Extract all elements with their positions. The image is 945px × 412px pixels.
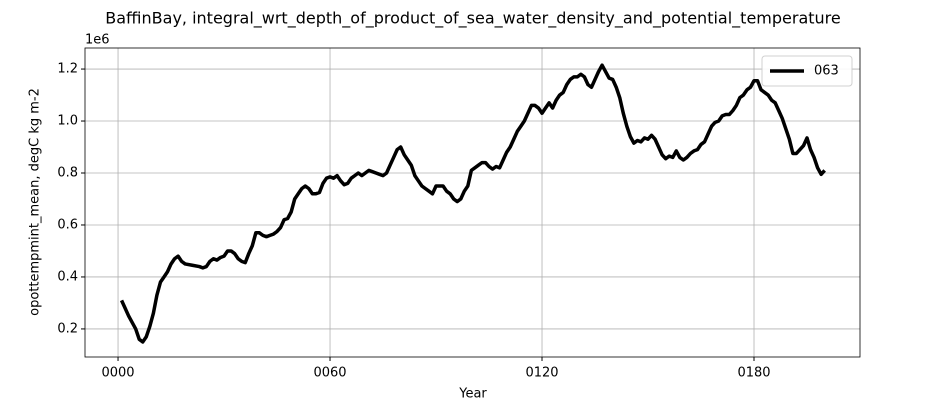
- y-tick-label: 1.2: [57, 62, 78, 77]
- y-tick-label: 0.2: [57, 321, 78, 336]
- y-tick-label: 1.0: [57, 114, 78, 129]
- x-tick-label: 0060: [313, 366, 346, 381]
- offset-label: 1e6: [85, 33, 110, 48]
- line-series: [119, 63, 826, 344]
- chart-title: BaffinBay, integral_wrt_depth_of_product…: [105, 9, 840, 29]
- y-tick-label: 0.8: [57, 166, 78, 181]
- plot-frame: [84, 47, 861, 358]
- x-tick-label: 0180: [737, 366, 770, 381]
- legend-label: 063: [814, 64, 839, 79]
- y-tick-label: 0.6: [57, 217, 78, 232]
- x-tick-label: 0120: [525, 366, 558, 381]
- y-tick-label: 0.4: [57, 269, 78, 284]
- legend-box: [761, 55, 853, 87]
- y-axis-label: opottempmint_mean, degC kg m-2: [28, 88, 43, 316]
- x-axis-label: Year: [458, 387, 487, 402]
- x-tick-label: 0000: [101, 366, 134, 381]
